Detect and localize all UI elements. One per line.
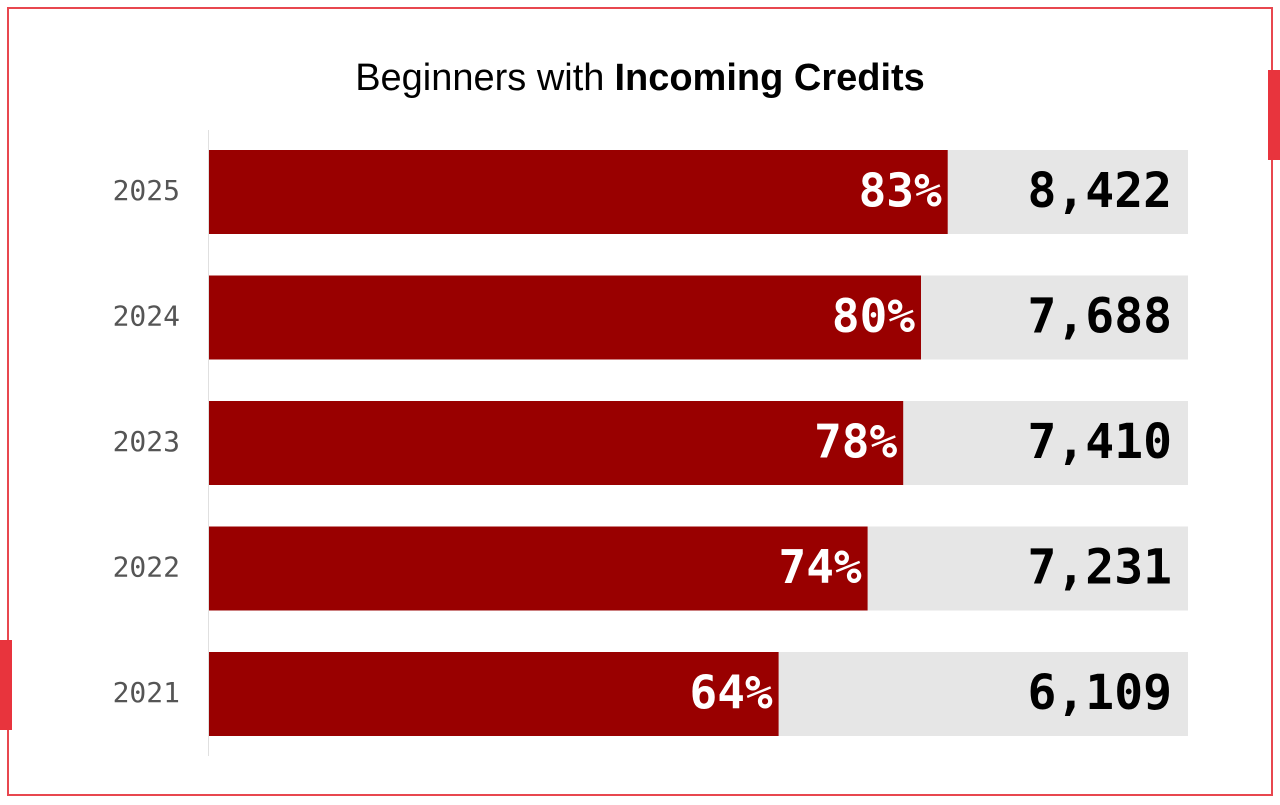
frame: [7, 7, 1273, 796]
y-tick-label: 2025: [113, 174, 180, 207]
bar: [209, 401, 904, 485]
accent: [1268, 70, 1280, 160]
title-bold: Incoming Credits: [614, 57, 924, 99]
title-part: Beginners with: [355, 57, 604, 99]
value-label: 78%: [814, 415, 897, 469]
bar: [209, 150, 948, 234]
accent: [0, 640, 12, 730]
total-label: 8,422: [1028, 163, 1173, 219]
bar: [209, 275, 921, 360]
y-tick-label: 2022: [113, 551, 180, 584]
value-label: 74%: [779, 540, 862, 594]
y-tick-label: 2023: [113, 425, 180, 458]
value-label: 64%: [690, 666, 773, 720]
total-label: 7,231: [1028, 540, 1173, 596]
total-label: 6,109: [1028, 665, 1173, 721]
total-label: 7,688: [1028, 289, 1173, 345]
total-label: 7,410: [1028, 414, 1173, 470]
bar: [209, 652, 779, 736]
bar: [209, 526, 868, 611]
value-label: 83%: [859, 164, 942, 218]
chart-title: Beginners with Incoming Credits: [355, 57, 925, 99]
y-tick-label: 2024: [113, 300, 180, 333]
y-tick-label: 2021: [113, 676, 180, 709]
value-label: 80%: [832, 289, 915, 343]
